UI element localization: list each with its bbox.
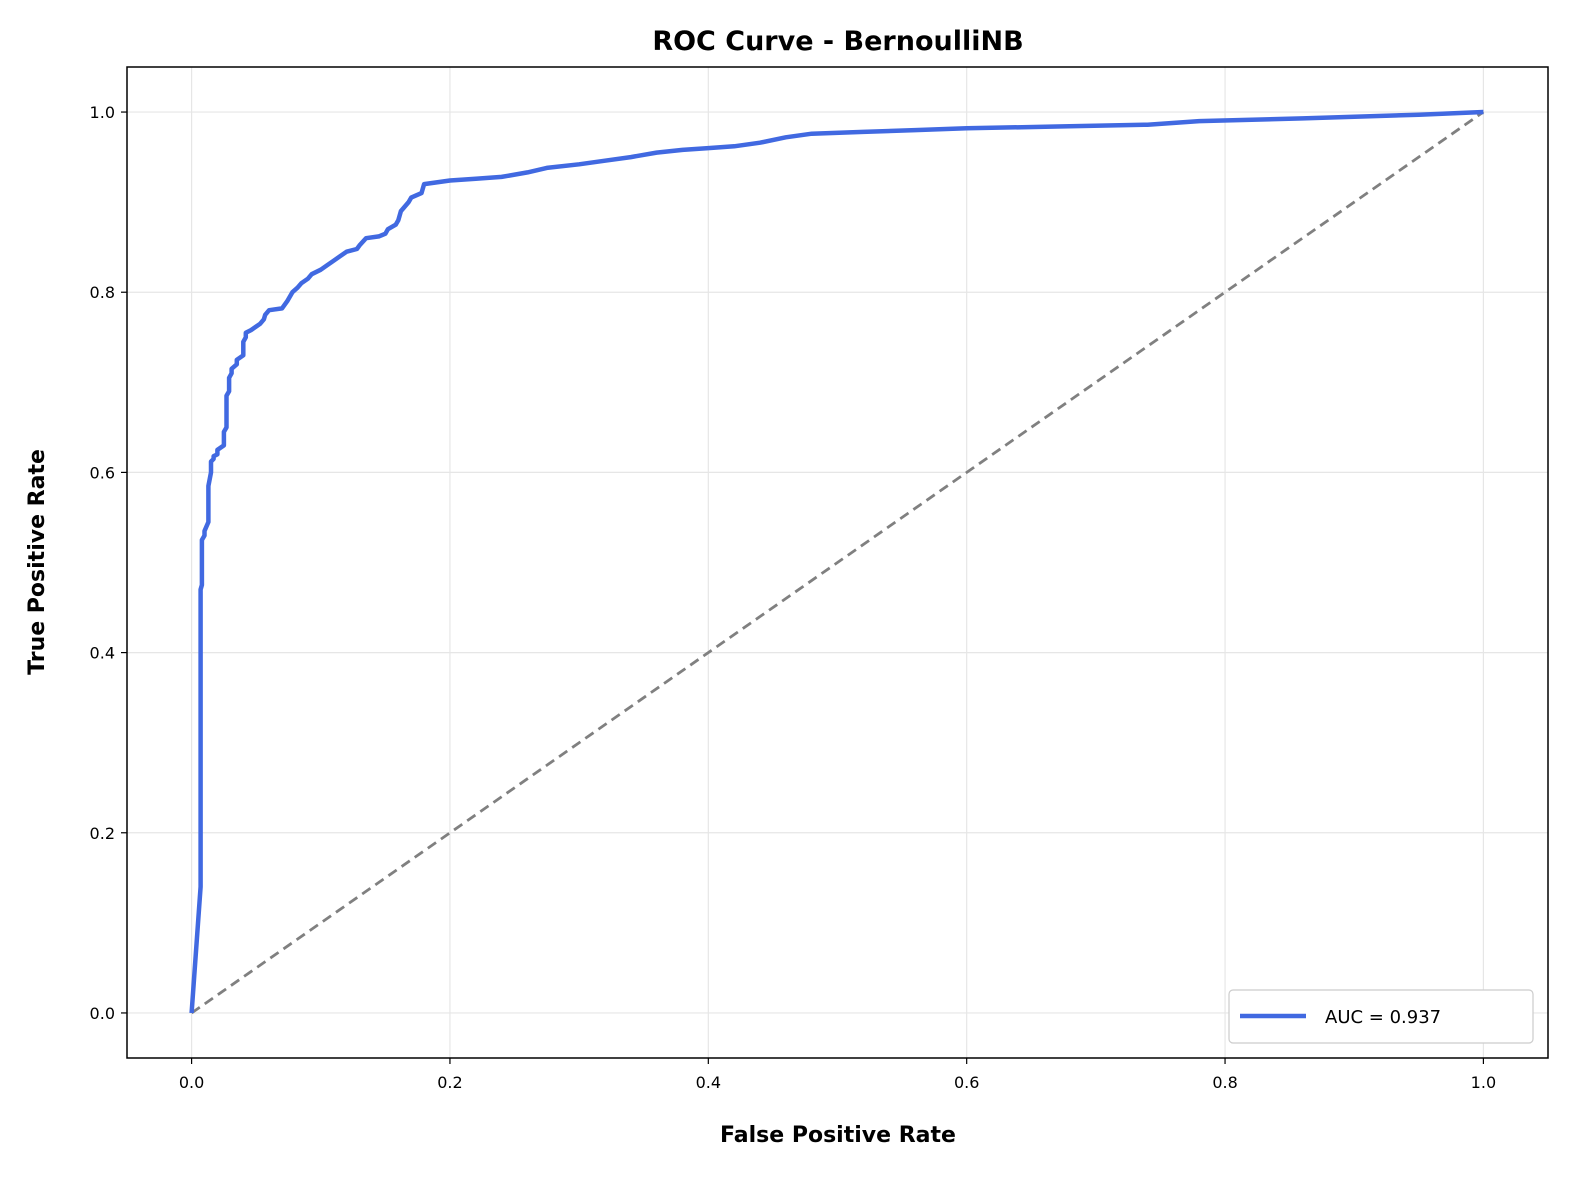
y-tick-label: 0.2 [90, 824, 115, 843]
y-tick-label: 1.0 [90, 103, 115, 122]
legend-box [1228, 989, 1534, 1044]
x-tick-label: 1.0 [1471, 1073, 1496, 1092]
roc-curve-line [189, 109, 1484, 1014]
y-tick-label: 0.4 [90, 644, 115, 663]
x-tick-label: 0.2 [437, 1073, 462, 1092]
grid [127, 67, 1548, 1058]
x-tick-label: 0.0 [179, 1073, 204, 1092]
y-axis-label: True Positive Rate [25, 449, 50, 675]
series-layer [189, 109, 1485, 1015]
ticks: 0.0 0.2 0.4 0.6 0.8 1.0 0.0 0.2 0.4 0.6 0.8 1.0 [90, 103, 1497, 1092]
chance-diagonal-line [190, 110, 1485, 1015]
y-tick-label: 0.6 [90, 463, 115, 482]
legend: AUC = 0.937 [1228, 989, 1534, 1044]
x-tick-label: 0.6 [954, 1073, 979, 1092]
chart-title: ROC Curve - BernoulliNB [652, 26, 1023, 57]
x-axis-label: False Positive Rate [720, 1123, 956, 1148]
plot-frame [126, 66, 1549, 1059]
x-tick-label: 0.8 [1212, 1073, 1237, 1092]
y-tick-label: 0.8 [90, 283, 115, 302]
x-tick-label: 0.4 [696, 1073, 721, 1092]
y-tick-label: 0.0 [90, 1004, 115, 1023]
legend-entry-label: AUC = 0.937 [1325, 1007, 1441, 1028]
